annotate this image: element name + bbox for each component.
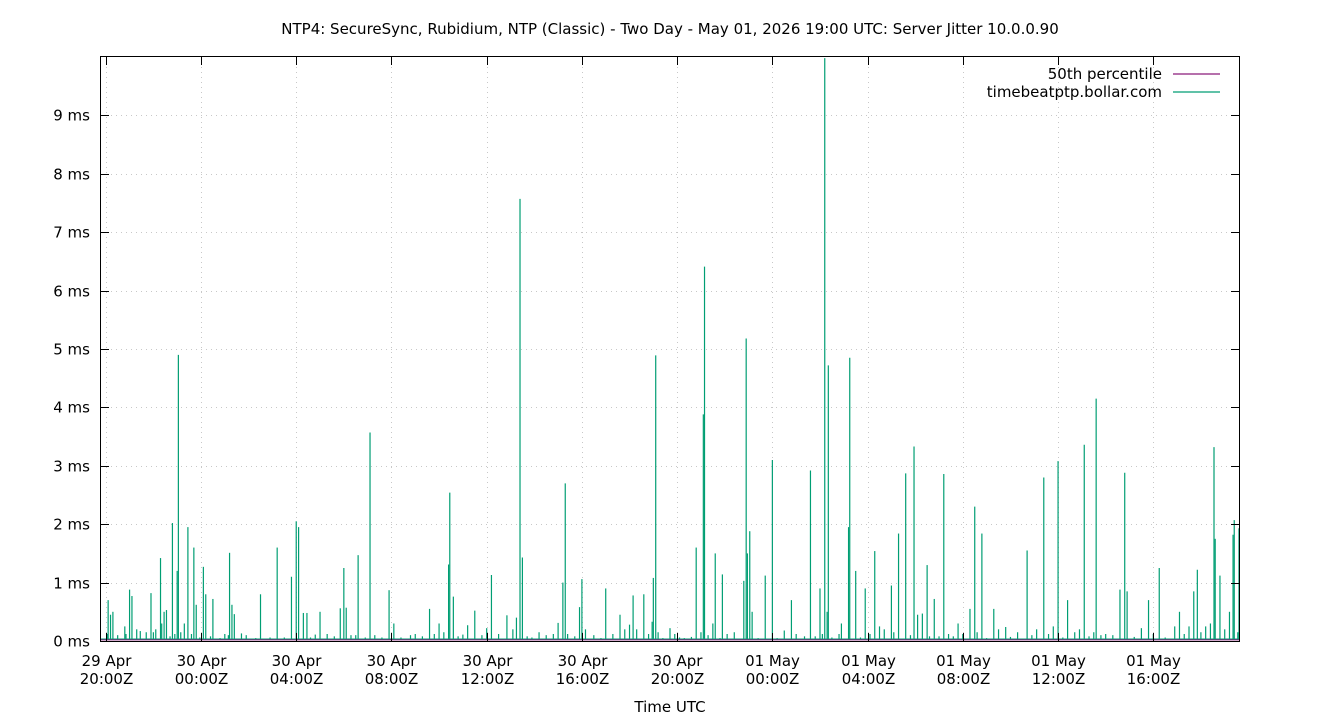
series-layer bbox=[101, 58, 1240, 641]
x-tick-label-date: 01 May bbox=[1031, 652, 1086, 670]
y-tick-label: 0 ms bbox=[53, 633, 90, 651]
x-tick-label-time: 12:00Z bbox=[1032, 670, 1086, 688]
y-tick-label: 6 ms bbox=[53, 283, 90, 301]
y-tick-label: 1 ms bbox=[53, 575, 90, 593]
legend-label-server: timebeatptp.bollar.com bbox=[987, 83, 1162, 101]
x-tick-label-time: 12:00Z bbox=[461, 670, 515, 688]
y-tick-labels: 0 ms 1 ms 2 ms 3 ms 4 ms 5 ms 6 ms 7 ms 8 ms 9 ms bbox=[53, 107, 90, 651]
y-tick-label: 9 ms bbox=[53, 107, 90, 125]
x-tick-label-time: 00:00Z bbox=[175, 670, 229, 688]
tick-marks bbox=[101, 57, 1239, 642]
y-tick-label: 4 ms bbox=[53, 399, 90, 417]
y-tick-label: 7 ms bbox=[53, 224, 90, 242]
x-tick-label-time: 08:00Z bbox=[937, 670, 991, 688]
grid bbox=[101, 57, 1239, 641]
chart-title: NTP4: SecureSync, Rubidium, NTP (Classic… bbox=[281, 20, 1058, 38]
x-tick-label-date: 29 Apr bbox=[82, 652, 133, 670]
x-tick-label-time: 04:00Z bbox=[270, 670, 324, 688]
x-tick-label-date: 01 May bbox=[745, 652, 800, 670]
x-tick-label-date: 30 Apr bbox=[463, 652, 514, 670]
x-tick-label-time: 20:00Z bbox=[651, 670, 705, 688]
x-tick-label-date: 30 Apr bbox=[367, 652, 418, 670]
x-tick-label-date: 30 Apr bbox=[653, 652, 704, 670]
x-tick-label-time: 00:00Z bbox=[746, 670, 800, 688]
legend: 50th percentile timebeatptp.bollar.com bbox=[987, 65, 1220, 101]
legend-label-median: 50th percentile bbox=[1048, 65, 1162, 83]
y-tick-label: 3 ms bbox=[53, 458, 90, 476]
x-tick-label-time: 16:00Z bbox=[556, 670, 610, 688]
x-tick-label-date: 30 Apr bbox=[177, 652, 228, 670]
plot-frame bbox=[100, 56, 1240, 642]
x-tick-label-time: 04:00Z bbox=[842, 670, 896, 688]
x-tick-label-date: 30 Apr bbox=[558, 652, 609, 670]
x-tick-label-time: 16:00Z bbox=[1127, 670, 1181, 688]
x-tick-label-time: 08:00Z bbox=[365, 670, 419, 688]
x-tick-label-date: 30 Apr bbox=[272, 652, 323, 670]
y-tick-label: 2 ms bbox=[53, 516, 90, 534]
x-axis-label: Time UTC bbox=[633, 698, 705, 716]
x-tick-label-date: 01 May bbox=[936, 652, 991, 670]
y-tick-label: 5 ms bbox=[53, 341, 90, 359]
x-tick-label-date: 01 May bbox=[1126, 652, 1181, 670]
x-tick-label-date: 01 May bbox=[841, 652, 896, 670]
y-tick-label: 8 ms bbox=[53, 166, 90, 184]
x-tick-label-time: 20:00Z bbox=[80, 670, 134, 688]
